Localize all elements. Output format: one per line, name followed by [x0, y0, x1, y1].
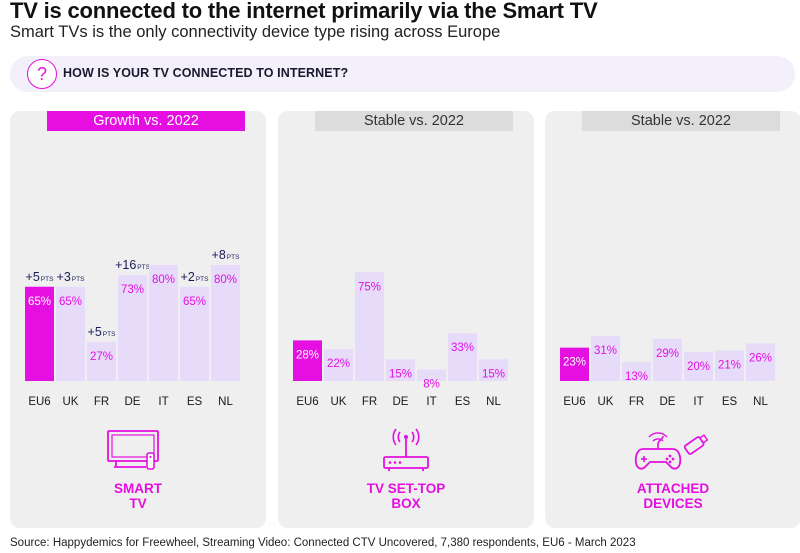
category-label: NL — [486, 396, 501, 408]
bar-value-label: 20% — [687, 361, 710, 373]
smart-tv-icon — [107, 430, 159, 470]
growth-label: +2PTS — [181, 270, 210, 284]
question-banner: ? HOW IS YOUR TV CONNECTED TO INTERNET? — [10, 56, 795, 92]
bar-de — [386, 359, 415, 381]
bar-eu6 — [560, 347, 589, 381]
growth-label: +16PTS — [115, 258, 151, 272]
bar-value-label: 73% — [121, 284, 144, 296]
bar-value-label: 75% — [358, 281, 381, 293]
growth-label: +5PTS — [26, 270, 55, 284]
category-label: NL — [753, 396, 768, 408]
bar-de — [653, 338, 682, 381]
bar-it — [149, 265, 178, 381]
bar-eu6 — [293, 340, 322, 381]
smart-tv-chart: 65% EU6 +5PTS 65% UK +3PTS 27% FR +5PTS 73% DE +16P… — [25, 248, 241, 408]
bar-es — [715, 350, 744, 381]
bar-nl — [211, 265, 240, 381]
panel-header: Growth vs. 2022 — [47, 111, 245, 131]
set-top-box-chart: 28% EU6 22% UK 75% FR 15% DE 8% IT 33% ES 15% NL — [293, 272, 508, 408]
bar-value-label: 22% — [327, 358, 350, 370]
bar-value-label: 13% — [625, 371, 648, 383]
growth-label: +3PTS — [57, 270, 86, 284]
category-label: UK — [331, 396, 347, 408]
bar-fr — [87, 341, 116, 381]
bar-value-label: 80% — [152, 274, 175, 286]
category-label: UK — [63, 396, 79, 408]
category-label: ES — [187, 396, 203, 408]
bar-nl — [479, 359, 508, 381]
panel-label: TV SET-TOP BOX — [366, 481, 446, 511]
bar-es — [448, 333, 477, 381]
bar-value-label: 31% — [594, 345, 617, 357]
panel-smart-tv: Growth vs. 2022 65% EU6 +5PTS 65% UK +3PTS 27%… — [10, 111, 266, 528]
bar-value-label: 21% — [718, 360, 741, 372]
bar-es — [180, 286, 209, 381]
category-label: EU6 — [563, 396, 585, 408]
bar-value-label: 29% — [656, 348, 679, 360]
category-label: UK — [598, 396, 614, 408]
category-label: ES — [455, 396, 471, 408]
bar-nl — [746, 343, 775, 381]
page-title: TV is connected to the internet primaril… — [10, 0, 598, 23]
bar-it — [417, 369, 446, 381]
bar-value-label: 15% — [482, 368, 505, 380]
panel-header: Stable vs. 2022 — [315, 111, 513, 131]
question-icon: ? — [27, 59, 57, 89]
category-label: DE — [393, 396, 409, 408]
bar-de — [118, 275, 147, 381]
bar-value-label: 33% — [451, 342, 474, 354]
panel-set-top-box: Stable vs. 2022 28% EU6 22% UK 75% FR 15% DE 8% I… — [278, 111, 534, 528]
category-label: IT — [693, 396, 703, 408]
bar-value-label: 8% — [423, 378, 440, 390]
category-label: FR — [629, 396, 644, 408]
bar-fr — [622, 362, 651, 381]
set-top-box-icon — [383, 428, 429, 471]
question-text: HOW IS YOUR TV CONNECTED TO INTERNET? — [63, 66, 349, 80]
category-label: DE — [125, 396, 141, 408]
bar-uk — [324, 349, 353, 381]
category-label: IT — [426, 396, 436, 408]
bar-value-label: 28% — [296, 349, 319, 361]
bar-value-label: 65% — [183, 296, 206, 308]
bar-eu6 — [25, 286, 54, 381]
bar-value-label: 65% — [59, 296, 82, 308]
growth-label: +8PTS — [212, 248, 241, 262]
bar-value-label: 65% — [28, 296, 51, 308]
attached-devices-chart: 23% EU6 31% UK 13% FR 29% DE 20% IT 21% ES 26% NL — [560, 336, 775, 408]
category-label: IT — [158, 396, 168, 408]
source-note: Source: Happydemics for Freewheel, Strea… — [10, 537, 636, 549]
bar-value-label: 23% — [563, 357, 586, 369]
category-label: ES — [722, 396, 738, 408]
bar-uk — [591, 336, 620, 381]
panel-header: Stable vs. 2022 — [582, 111, 780, 131]
category-label: FR — [94, 396, 109, 408]
bar-value-label: 27% — [90, 351, 113, 363]
bar-value-label: 15% — [389, 368, 412, 380]
category-label: EU6 — [28, 396, 50, 408]
bar-value-label: 80% — [214, 274, 237, 286]
bar-uk — [56, 286, 85, 381]
panel-label: SMART TV — [114, 481, 162, 511]
page-subtitle: Smart TVs is the only connectivity devic… — [10, 23, 501, 41]
bar-fr — [355, 272, 384, 381]
growth-label: +5PTS — [88, 325, 117, 339]
category-label: NL — [218, 396, 233, 408]
bar-it — [684, 352, 713, 381]
category-label: EU6 — [296, 396, 318, 408]
gamepad-usb-icon — [634, 432, 709, 470]
category-label: FR — [362, 396, 377, 408]
category-label: DE — [660, 396, 676, 408]
panel-attached-devices: Stable vs. 2022 23% EU6 31% UK 13% FR 29% DE 20%… — [545, 111, 800, 528]
panel-label: ATTACHED DEVICES — [636, 481, 710, 511]
bar-value-label: 26% — [749, 352, 772, 364]
